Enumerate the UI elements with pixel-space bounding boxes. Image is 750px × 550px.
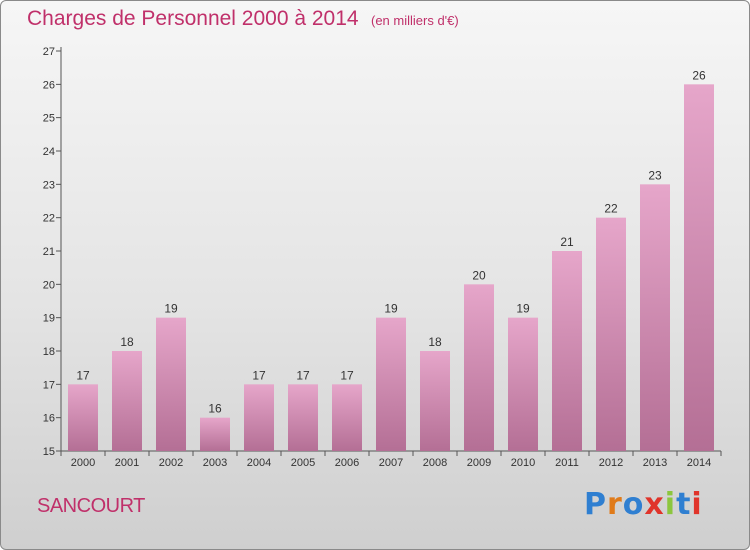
commune-name: SANCOURT [37,495,145,517]
y-tick-label: 26 [43,79,55,91]
y-tick-label: 20 [43,279,55,291]
bar [376,317,406,451]
bar [112,351,142,451]
x-tick-label: 2012 [599,457,623,469]
bar [596,217,626,451]
bar [420,351,450,451]
data-label: 19 [164,302,178,316]
bar [244,384,274,451]
data-label: 20 [472,268,486,282]
bar [332,384,362,451]
y-tick-label: 15 [43,446,55,458]
y-tick-label: 19 [43,313,55,325]
y-tick-label: 21 [43,246,55,258]
y-tick-label: 27 [43,46,55,58]
logo-letter: o [622,487,645,522]
x-tick-label: 2011 [555,457,579,469]
bar [288,384,318,451]
x-tick-label: 2007 [379,457,403,469]
logo-letter: r [607,487,623,522]
x-tick-label: 2010 [511,457,535,469]
bar [200,417,230,451]
x-tick-label: 2008 [423,457,447,469]
data-label: 17 [252,368,266,382]
data-label: 22 [604,202,618,216]
x-tick-label: 2006 [335,457,359,469]
y-tick-label: 17 [43,379,55,391]
y-tick-label: 25 [43,113,55,125]
chart-labels: 17 2000 18 2001 19 2002 16 2003 17 2004 17 2005 17 20… [71,68,711,469]
logo-letter: t [676,487,692,522]
proxiti-logo: Proxiti [584,487,703,522]
data-label: 16 [208,402,222,416]
bar [464,284,494,451]
logo-letter: x [644,487,665,522]
x-tick-label: 2013 [643,457,667,469]
y-tick-label: 24 [43,146,55,158]
data-label: 17 [76,368,90,382]
data-label: 23 [648,168,662,182]
bar [68,384,98,451]
x-tick-label: 2009 [467,457,491,469]
x-tick-label: 2014 [687,457,711,469]
y-tick-label: 16 [43,413,55,425]
y-tick-label: 18 [43,346,55,358]
chart-bars [68,84,714,452]
y-tick-label: 23 [43,179,55,191]
data-label: 18 [120,335,134,349]
logo-letter: i [664,487,677,522]
data-label: 17 [296,368,310,382]
bar [640,184,670,452]
data-label: 19 [516,302,530,316]
bar [508,317,538,451]
bar [552,251,582,451]
x-tick-label: 2003 [203,457,227,469]
data-label: 18 [428,335,442,349]
logo-letter: i [691,487,703,522]
x-tick-label: 2002 [159,457,183,469]
x-tick-label: 2000 [71,457,95,469]
data-label: 17 [340,368,354,382]
chart-subtitle: (en milliers d'€) [371,13,459,28]
data-label: 21 [560,235,574,249]
data-label: 26 [692,68,706,82]
y-tick-label: 22 [43,213,55,225]
bar [684,84,714,451]
x-tick-label: 2005 [291,457,315,469]
chart-title: Charges de Personnel 2000 à 2014 [27,7,359,30]
x-tick-label: 2004 [247,457,271,469]
bar [156,317,186,451]
x-tick-label: 2001 [115,457,139,469]
logo-letter: P [584,487,607,522]
data-label: 19 [384,302,398,316]
